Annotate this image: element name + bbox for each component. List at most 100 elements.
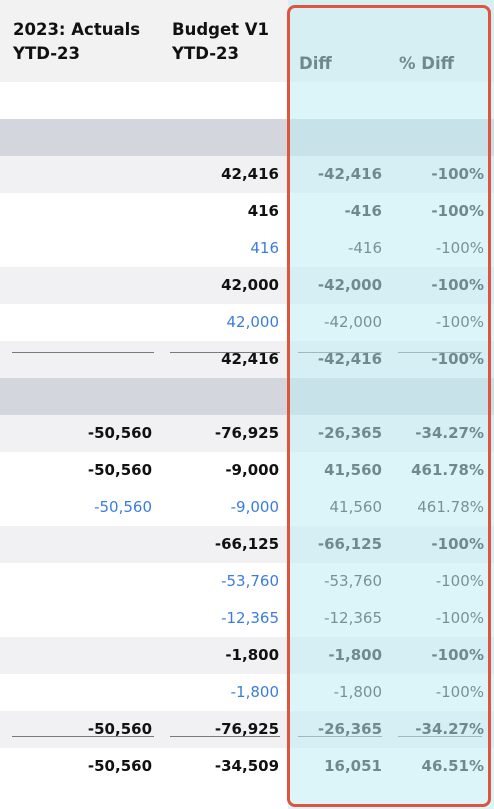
budget-cell: -66,125 [214,535,279,553]
budget-cell[interactable]: -12,365 [221,609,279,627]
diff-cell [288,119,382,156]
total-rule-diff-2 [298,736,382,737]
budget-cell: 42,416 [221,350,279,368]
budget-cell [158,119,279,156]
diff-cell: -416 [347,239,382,257]
table-row[interactable]: -50,560 -76,925 -26,365 -34.27% [0,711,494,748]
table-row[interactable]: -12,365 -12,365 -100% [0,600,494,637]
actuals-cell [0,600,152,637]
diff-cell: -1,800 [333,683,382,701]
actuals-cell[interactable]: -50,560 [94,498,152,516]
diff-cell: -26,365 [317,424,382,442]
budget-cell[interactable]: 416 [250,239,279,257]
total-rule-pct-2 [398,736,482,737]
actuals-cell [0,637,152,674]
pct-diff-cell: 46.51% [421,757,484,775]
diff-cell: 41,560 [324,461,382,479]
table-row[interactable] [0,82,494,119]
diff-cell: -42,000 [317,276,382,294]
col-pct-diff-header[interactable]: % Diff [399,54,454,73]
diff-cell: -416 [344,202,382,220]
col-actuals-title: 2023: Actuals [13,20,141,39]
budget-cell [158,82,279,119]
budget-cell: 416 [247,202,279,220]
pct-diff-cell: -34.27% [415,720,484,738]
col-diff-header[interactable]: Diff [299,54,332,73]
diff-cell: -42,416 [317,350,382,368]
budget-cell: -1,800 [225,646,279,664]
table-row[interactable]: 416 -416 -100% [0,193,494,230]
actuals-cell [0,674,152,711]
col-actuals-period: YTD-23 [13,44,81,63]
pct-diff-cell: 461.78% [417,498,484,516]
pct-diff-cell: -100% [435,609,484,627]
actuals-cell: -50,560 [87,720,152,738]
table-row[interactable]: -50,560 -34,509 16,051 46.51% [0,748,494,785]
section-row[interactable] [0,378,494,415]
table-row[interactable]: 42,000 -42,000 -100% [0,304,494,341]
pct-diff-cell [392,119,484,156]
table-header: 2023: Actuals YTD-23 Budget V1 YTD-23 Di… [0,0,494,82]
pct-diff-cell: -100% [431,202,484,220]
table-row[interactable]: 42,416 -42,416 -100% [0,156,494,193]
total-rule-pct [398,352,482,353]
table-row[interactable]: 42,000 -42,000 -100% [0,267,494,304]
diff-cell: 16,051 [324,757,382,775]
pct-diff-cell: -100% [431,535,484,553]
table-row[interactable]: -50,560 -76,925 -26,365 -34.27% [0,415,494,452]
actuals-cell [0,304,152,341]
diff-cell: -53,760 [324,572,382,590]
actuals-cell [0,341,152,378]
budget-cell[interactable]: -9,000 [230,498,279,516]
pct-diff-cell: 461.78% [411,461,484,479]
pct-diff-cell [392,82,484,119]
budget-cell [158,378,279,415]
pct-diff-cell: -100% [431,165,484,183]
diff-cell [288,378,382,415]
pct-diff-cell: -100% [431,646,484,664]
budget-cell: -76,925 [214,424,279,442]
table-row[interactable]: -66,125 -66,125 -100% [0,526,494,563]
budget-cell[interactable]: 42,000 [226,313,280,331]
section-row[interactable] [0,119,494,156]
table-row[interactable]: 42,416 -42,416 -100% [0,341,494,378]
table-row[interactable]: -1,800 -1,800 -100% [0,674,494,711]
total-rule-budget-2 [170,736,280,737]
pct-diff-cell: -100% [435,572,484,590]
actuals-cell [0,82,152,119]
actuals-cell [0,267,152,304]
col-actuals-header[interactable]: 2023: Actuals YTD-23 [13,18,140,66]
table-row[interactable]: -50,560 -9,000 41,560 461.78% [0,452,494,489]
pct-diff-cell: -100% [435,683,484,701]
pct-diff-cell: -100% [435,239,484,257]
col-budget-title: Budget V1 [172,20,270,39]
actuals-cell [0,378,152,415]
total-rule-actuals [12,352,154,353]
actuals-cell [0,119,152,156]
diff-cell: -66,125 [317,535,382,553]
budget-cell: -9,000 [225,461,279,479]
actuals-cell [0,526,152,563]
diff-cell: 41,560 [329,498,383,516]
pct-diff-cell: -100% [431,350,484,368]
actuals-cell: -50,560 [87,757,152,775]
table-row[interactable]: 416 -416 -100% [0,230,494,267]
total-rule-diff [298,352,382,353]
actuals-cell [0,193,152,230]
budget-cell: 42,000 [221,276,279,294]
diff-cell: -26,365 [317,720,382,738]
table-row[interactable]: -53,760 -53,760 -100% [0,563,494,600]
budget-cell: 42,416 [221,165,279,183]
diff-cell: -12,365 [324,609,382,627]
actuals-cell: -50,560 [87,424,152,442]
table-row[interactable]: -50,560 -9,000 41,560 461.78% [0,489,494,526]
budget-cell[interactable]: -1,800 [230,683,279,701]
table-row[interactable]: -1,800 -1,800 -100% [0,637,494,674]
total-rule-budget [170,352,280,353]
col-budget-header[interactable]: Budget V1 YTD-23 [172,18,269,66]
pct-diff-cell: -100% [431,276,484,294]
budget-cell[interactable]: -53,760 [221,572,279,590]
diff-cell [288,82,382,119]
diff-cell: -42,000 [324,313,382,331]
